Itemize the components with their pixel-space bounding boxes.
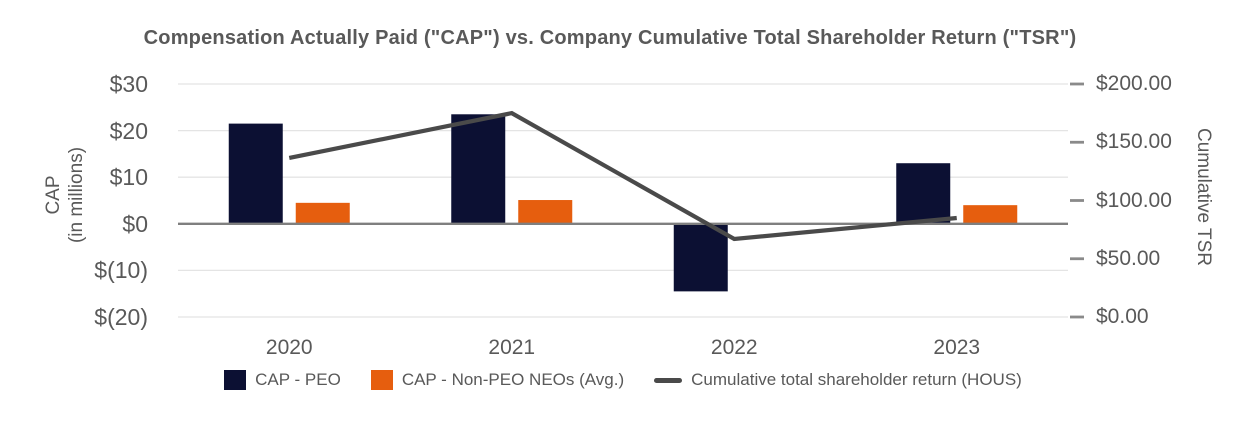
- bar-peo-2022: [673, 223, 728, 292]
- legend-label-cap-non-peo: CAP - Non-PEO NEOs (Avg.): [401, 370, 625, 389]
- x-axis-label-2020: 2020: [265, 336, 313, 359]
- left-axis-tick-label: $10: [109, 164, 148, 191]
- legend-item-tsr-line: Cumulative total shareholder return (HOU…: [654, 370, 1022, 390]
- right-axis-tick-label: $200.00: [1096, 72, 1172, 95]
- chart-title: Compensation Actually Paid ("CAP") vs. C…: [143, 27, 1077, 49]
- legend-label-tsr-line: Cumulative total shareholder return (HOU…: [691, 370, 1022, 389]
- right-axis-tick-label: $0.00: [1096, 305, 1149, 328]
- bar-non-peo-2021: [518, 200, 573, 224]
- chart-legend: CAP - PEO CAP - Non-PEO NEOs (Avg.) Cumu…: [178, 366, 1068, 394]
- bar-non-peo-2020: [295, 202, 350, 224]
- left-axis-tick-label: $(10): [94, 257, 148, 284]
- left-axis-tick-label: $0: [122, 210, 148, 237]
- x-axis-label-2022: 2022: [710, 336, 758, 359]
- legend-item-cap-peo: CAP - PEO: [224, 370, 341, 390]
- right-axis-tick-label: $50.00: [1096, 246, 1161, 270]
- right-axis-tick-label: $100.00: [1096, 188, 1172, 212]
- cap-peo-swatch-icon: [224, 370, 247, 390]
- bar-non-peo-2023: [963, 205, 1018, 224]
- left-axis-tick-label: $20: [109, 117, 148, 144]
- legend-label-cap-peo: CAP - PEO: [255, 370, 341, 389]
- right-axis-tick-label: $150.00: [1096, 130, 1172, 154]
- left-axis-tick-label: $30: [109, 71, 148, 97]
- bar-peo-2023: [896, 163, 951, 224]
- legend-item-cap-non-peo: CAP - Non-PEO NEOs (Avg.): [370, 370, 625, 390]
- x-axis-label-2021: 2021: [488, 336, 536, 359]
- x-axis-label-2023: 2023: [933, 336, 981, 359]
- bar-peo-2021: [451, 114, 506, 224]
- tsr-line-series: [288, 110, 957, 242]
- left-axis-tick-label: $(20): [94, 304, 148, 330]
- bar-peo-2020: [228, 123, 283, 224]
- tsr-line-swatch-icon: [654, 377, 683, 383]
- cap-non-peo-swatch-icon: [370, 370, 393, 390]
